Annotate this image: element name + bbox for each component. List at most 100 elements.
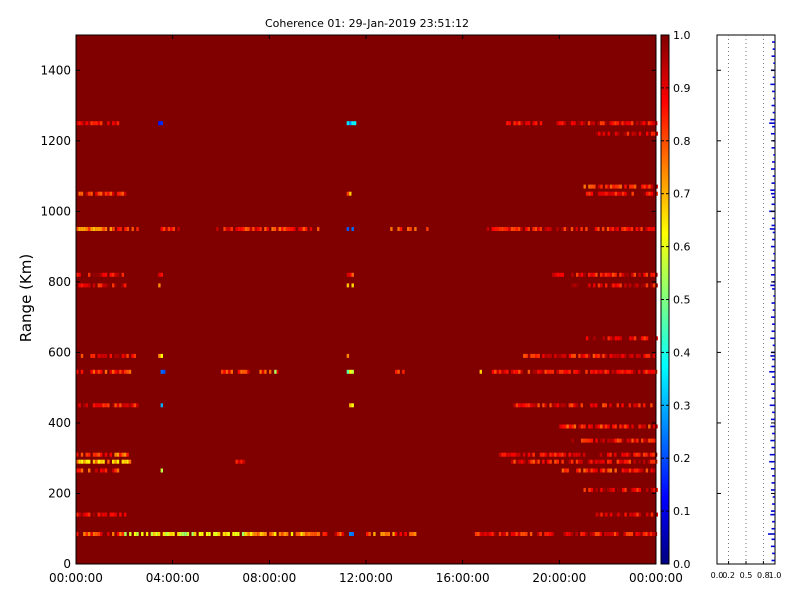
heatmap-cell [612, 424, 615, 429]
heatmap-cell [491, 532, 494, 536]
heatmap-cell [88, 459, 91, 464]
heatmap-cell [554, 452, 557, 457]
heatmap-cell [631, 121, 634, 126]
heatmap-cell [116, 452, 120, 457]
heatmap-cell [128, 403, 132, 408]
heatmap-cell [585, 532, 588, 536]
heatmap-cell [242, 227, 245, 231]
heatmap-cell [532, 353, 536, 358]
heatmap-cell [124, 369, 127, 374]
heatmap-cell [131, 353, 134, 358]
heatmap-cell [631, 424, 634, 429]
heatmap-cell [633, 487, 637, 492]
heatmap-cell [604, 121, 607, 126]
heatmap-cell [281, 532, 284, 536]
heatmap-cell [83, 532, 86, 536]
heatmap-cell [643, 438, 646, 443]
heatmap-cell [647, 532, 650, 536]
heatmap-cell [80, 227, 84, 231]
colorbar-tick-label: 0.9 [673, 82, 691, 95]
heatmap-cell [215, 532, 218, 536]
colorbar-tick-label: 0.7 [673, 188, 691, 201]
heatmap-cell [167, 227, 171, 231]
heatmap-cell [652, 121, 655, 126]
heatmap-cell [580, 424, 584, 429]
heatmap-cell [650, 459, 653, 464]
heatmap-cell [537, 353, 540, 358]
heatmap-cell [638, 512, 642, 517]
heatmap-cell [638, 424, 641, 429]
heatmap-cell [631, 487, 634, 492]
heatmap-cell [527, 227, 530, 231]
heatmap-cell [85, 532, 88, 536]
heatmap-cell [580, 272, 584, 277]
heatmap-cell [119, 403, 122, 408]
heatmap-cell [104, 191, 108, 196]
heatmap-cell [546, 227, 550, 231]
heatmap-cell [583, 424, 586, 429]
heatmap-cell [136, 403, 139, 408]
heatmap-cell [640, 227, 643, 231]
heatmap-cell [158, 121, 161, 126]
heatmap-cell [546, 532, 550, 536]
heatmap-cell [650, 512, 654, 517]
heatmap-cell [114, 512, 117, 517]
heatmap-cell [614, 336, 618, 341]
heatmap-cell [97, 403, 100, 408]
heatmap-cell [641, 438, 644, 443]
heatmap-cell [230, 227, 233, 231]
heatmap-cell [163, 369, 166, 374]
heatmap-cell [605, 191, 608, 196]
heatmap-cell [652, 459, 655, 464]
heatmap-cell [605, 283, 608, 288]
heatmap-cell [121, 283, 124, 288]
heatmap-cell [611, 227, 614, 231]
heatmap-cell [616, 532, 619, 536]
heatmap-cell [650, 272, 653, 277]
heatmap-cell [635, 452, 639, 457]
y-axis-label: Range (Km) [17, 254, 35, 342]
heatmap-cell [647, 227, 650, 231]
heatmap-cell [131, 227, 134, 231]
heatmap-cell [631, 272, 634, 277]
heatmap-cell [225, 227, 229, 231]
heatmap-cell [604, 468, 608, 473]
heatmap-cell [100, 272, 103, 277]
heatmap-cell [580, 353, 584, 358]
heatmap-cell [580, 403, 583, 408]
heatmap-cell [595, 403, 598, 408]
heatmap-cell [606, 532, 610, 536]
heatmap-cell [561, 121, 564, 126]
heatmap-cell [515, 369, 519, 374]
heatmap-cell [600, 468, 603, 473]
heatmap-cell [549, 227, 552, 231]
heatmap-cell [474, 532, 478, 536]
heatmap-cell [501, 532, 504, 536]
heatmap-cell [527, 369, 531, 374]
heatmap-cell [636, 487, 639, 492]
heatmap-cell [506, 121, 509, 126]
y-tick-label: 800 [48, 275, 71, 289]
heatmap-cell [307, 532, 310, 536]
heatmap-cell [205, 532, 209, 536]
heatmap-cell [653, 336, 656, 341]
heatmap-cell [609, 459, 612, 464]
heatmap-cell [619, 283, 622, 288]
heatmap-cell [637, 532, 641, 536]
heatmap-cell [607, 272, 610, 277]
heatmap-cell [346, 121, 350, 126]
heatmap-cell [88, 468, 91, 473]
heatmap-cell [489, 532, 492, 536]
heatmap-cell [643, 272, 646, 277]
heatmap-cell [629, 184, 632, 189]
heatmap-cell [515, 532, 518, 536]
heatmap-cell [645, 369, 648, 374]
heatmap-cell [479, 369, 482, 374]
heatmap-cell [95, 459, 98, 464]
heatmap-cell [616, 403, 619, 408]
heatmap-cell [619, 459, 622, 464]
heatmap-cell [612, 283, 615, 288]
heatmap-cell [585, 227, 588, 231]
heatmap-cell [607, 512, 610, 517]
heatmap-cell [546, 369, 550, 374]
